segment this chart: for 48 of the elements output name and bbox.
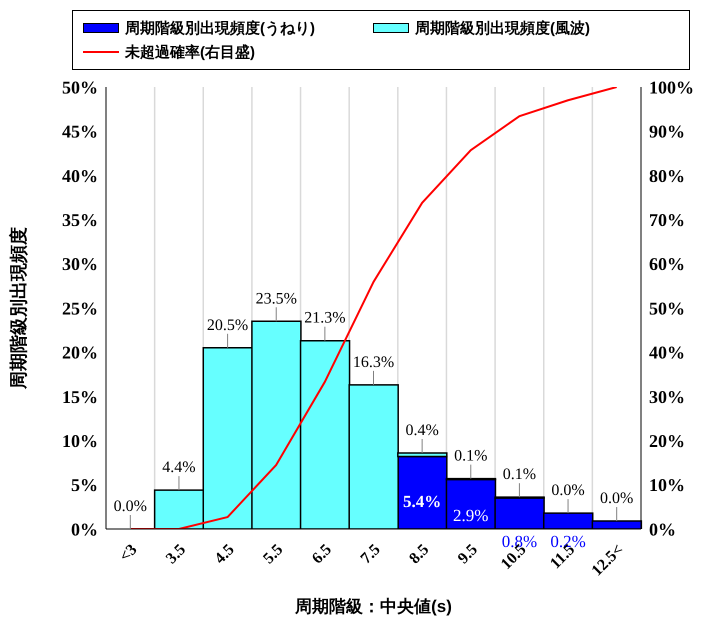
x-tick-label: 5.5 — [260, 541, 286, 568]
data-label: 4.4% — [162, 459, 196, 476]
x-tick-label: 9.5 — [454, 541, 481, 568]
x-tick-label: <3 — [116, 541, 141, 566]
y2-tick-label: 20% — [649, 430, 685, 451]
y2-tick-label: 100% — [649, 77, 694, 98]
data-label: 0.0% — [114, 498, 147, 515]
y-axis-title: 周期階級別出現頻度 — [8, 227, 28, 390]
data-label: 20.5% — [206, 316, 248, 334]
data-label: 0.4% — [405, 422, 439, 439]
data-label: 0.0% — [551, 482, 585, 500]
y-tick-label: 10% — [62, 430, 98, 451]
y-tick-label: 25% — [62, 298, 98, 318]
data-label: 0.0% — [600, 490, 634, 508]
annotation: 5.4% — [403, 492, 442, 511]
y2-tick-label: 50% — [649, 298, 685, 318]
data-label: 0.1% — [502, 466, 536, 484]
legend-label: 周期階級別出現頻度(風波) — [415, 18, 590, 38]
legend-label: 周期階級別出現頻度(うねり) — [125, 18, 315, 38]
y2-tick-label: 10% — [649, 475, 685, 496]
data-label: 0.1% — [454, 448, 488, 465]
x-tick-label: 4.5 — [212, 541, 238, 568]
y2-tick-label: 40% — [649, 342, 685, 363]
y-tick-label: 30% — [62, 254, 98, 274]
y2-tick-label: 80% — [649, 166, 685, 186]
y-tick-label: 40% — [62, 166, 98, 186]
data-label: 21.3% — [304, 310, 346, 327]
x-tick-label: 6.5 — [308, 541, 336, 568]
y2-tick-label: 0% — [649, 519, 676, 540]
y2-tick-label: 60% — [649, 254, 685, 274]
y2-tick-label: 30% — [649, 386, 685, 407]
x-tick-label: 3.5 — [162, 541, 190, 568]
y-tick-label: 20% — [62, 342, 98, 363]
x-tick-label: 8.5 — [406, 541, 432, 568]
y2-tick-label: 70% — [649, 210, 685, 230]
y-tick-label: 45% — [62, 122, 98, 142]
data-label: 16.3% — [352, 354, 394, 371]
y2-tick-label: 90% — [649, 122, 685, 142]
x-tick-label: 7.5 — [358, 541, 384, 568]
annotation: 2.9% — [453, 506, 488, 525]
y-tick-label: 50% — [62, 77, 98, 98]
y-tick-label: 15% — [62, 386, 98, 407]
x-axis-title: 周期階級：中央値(s) — [294, 597, 452, 616]
y-tick-label: 0% — [71, 519, 98, 540]
legend-label: 未超過確率(右目盛) — [125, 42, 255, 62]
y-tick-label: 35% — [62, 210, 98, 230]
data-label: 23.5% — [256, 290, 297, 308]
y-tick-label: 5% — [71, 475, 98, 496]
